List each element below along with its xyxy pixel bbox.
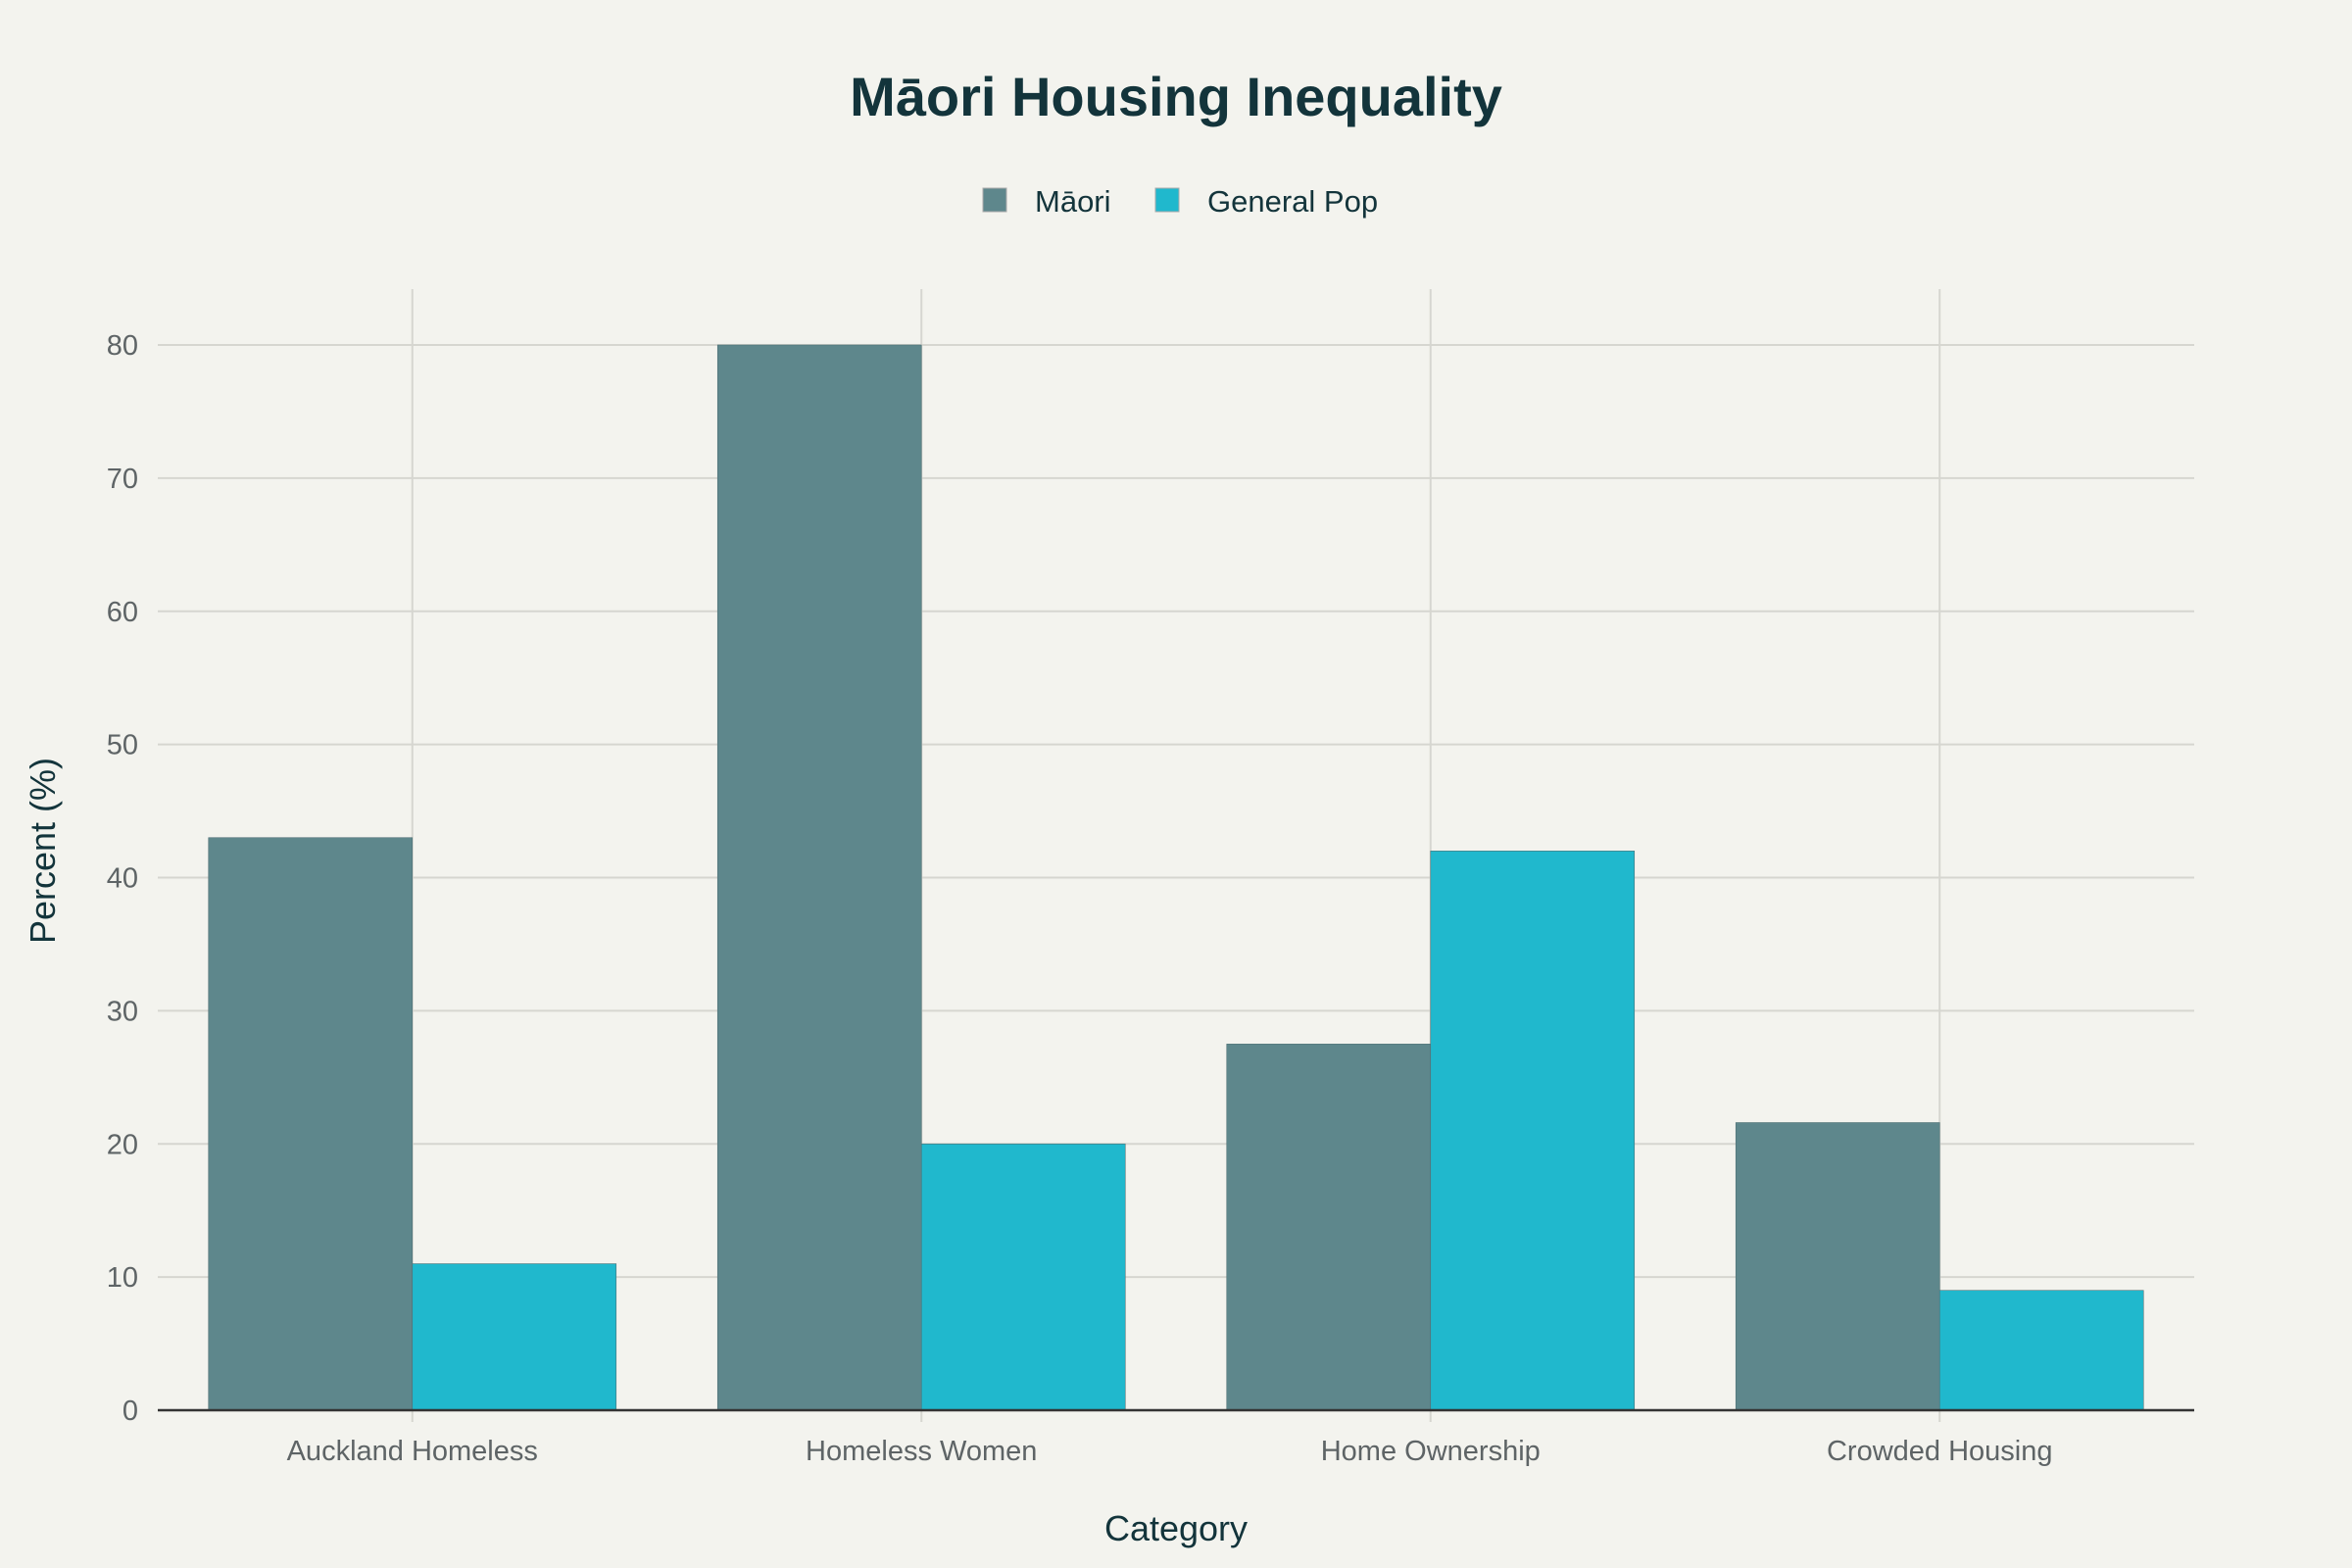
x-tick-label: Homeless Women — [806, 1436, 1037, 1467]
bars — [208, 344, 2144, 1411]
bar-general-pop-auckland-homeless — [412, 1263, 617, 1411]
y-tick-label: 60 — [107, 597, 138, 628]
x-tick-label: Crowded Housing — [1827, 1436, 2053, 1467]
y-tick-label: 80 — [107, 330, 138, 362]
x-tick-label: Home Ownership — [1321, 1436, 1541, 1467]
bar-m-ori-home-ownership — [1226, 1044, 1432, 1411]
legend: Māori General Pop — [982, 184, 1378, 219]
y-axis-title: Percent (%) — [23, 758, 63, 944]
y-tick-label: 10 — [107, 1262, 138, 1294]
y-tick-label: 0 — [122, 1396, 138, 1427]
bar-m-ori-homeless-women — [716, 344, 922, 1411]
legend-swatch — [982, 187, 1007, 213]
bar-general-pop-home-ownership — [1430, 851, 1636, 1411]
gridlines — [158, 289, 2194, 1410]
y-tick-label: 20 — [107, 1129, 138, 1160]
x-tick-label: Auckland Homeless — [287, 1436, 538, 1467]
y-tick-label: 70 — [107, 464, 138, 495]
legend-item[interactable]: General Pop — [1154, 184, 1378, 219]
x-axis-title: Category — [1104, 1508, 1248, 1548]
legend-swatch — [1154, 187, 1180, 213]
bar-m-ori-crowded-housing — [1735, 1122, 1940, 1411]
legend-item[interactable]: Māori — [982, 184, 1111, 219]
legend-label: Māori — [1035, 184, 1111, 219]
legend-label: General Pop — [1207, 184, 1378, 219]
y-tick-label: 30 — [107, 996, 138, 1027]
y-tick-label: 40 — [107, 863, 138, 895]
bar-m-ori-auckland-homeless — [208, 837, 414, 1411]
axes: 0 10 20 30 40 50 60 70 80 Auckland Homeless Homele… — [107, 330, 2194, 1467]
bar-general-pop-crowded-housing — [1938, 1290, 2144, 1411]
bar-general-pop-homeless-women — [920, 1143, 1126, 1411]
chart-title: Māori Housing Inequality — [850, 66, 1502, 127]
y-tick-label: 50 — [107, 730, 138, 761]
